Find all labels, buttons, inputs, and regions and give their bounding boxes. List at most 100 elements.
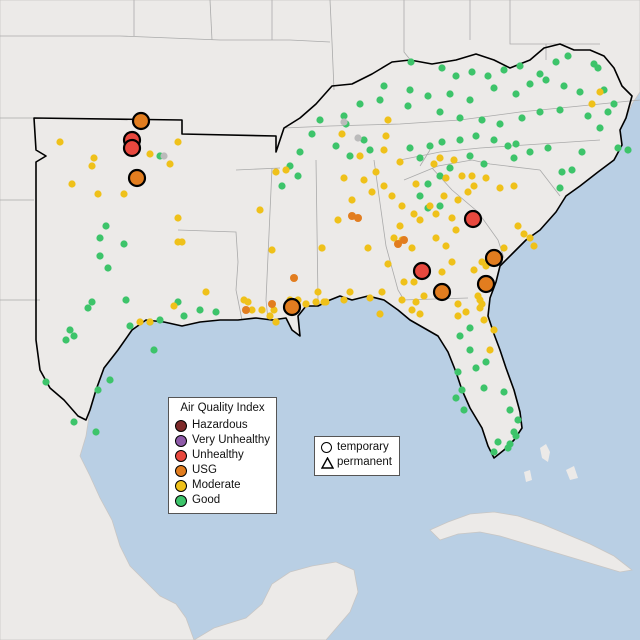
good-points [42,52,632,456]
good-monitor-point [120,240,128,248]
moderate-monitor-point [596,88,604,96]
good-monitor-point [360,136,368,144]
good-monitor-point [406,144,414,152]
moderate-monitor-point [366,294,374,302]
moderate-monitor-point [440,192,448,200]
moderate-monitor-point [400,278,408,286]
moderate-monitor-point [340,296,348,304]
good-monitor-point [472,132,480,140]
moderate-monitor-point [462,308,470,316]
good-monitor-point [316,116,324,124]
good-monitor-point [380,82,388,90]
good-monitor-point [96,252,104,260]
good-monitor-point [576,88,584,96]
temporary-monitor-point [432,282,452,302]
moderate-monitor-point [454,312,462,320]
no-data-monitor-point [160,152,168,160]
good-monitor-point [458,386,466,394]
good-monitor-point [424,92,432,100]
moderate-monitor-point [432,234,440,242]
good-monitor-point [104,264,112,272]
good-monitor-point [504,444,512,452]
temporary-monitor-point [131,111,151,131]
moderate-monitor-point [302,300,310,308]
moderate-monitor-point [340,174,348,182]
good-monitor-point [512,432,520,440]
good-monitor-point [490,448,498,456]
good-monitor-point [536,108,544,116]
good-monitor-point [332,142,340,150]
legend-item-hazardous: Hazardous [175,418,270,433]
good-monitor-point [494,438,502,446]
moderate-monitor-point [496,184,504,192]
good-swatch [175,494,187,507]
legend-item-label: temporary [337,441,389,453]
good-monitor-point [512,90,520,98]
triangle-icon [321,456,334,469]
good-monitor-point [480,160,488,168]
good-monitor-point [552,58,560,66]
good-monitor-point [366,146,374,154]
good-monitor-point [510,154,518,162]
moderate-monitor-point [364,244,372,252]
usg-monitor-point [268,300,276,308]
moderate-monitor-point [388,192,396,200]
legend-item-usg: USG [175,463,270,478]
usg-points [242,212,408,314]
moderate-monitor-point [514,222,522,230]
moderate-monitor-point [380,146,388,154]
good-monitor-point [436,172,444,180]
good-monitor-point [460,406,468,414]
legend-item-label: Hazardous [192,419,248,431]
good-monitor-point [556,184,564,192]
good-monitor-point [526,80,534,88]
moderate-monitor-point [448,214,456,222]
moderate-monitor-point [454,196,462,204]
usg-monitor-point [354,214,362,222]
no-data-points [160,118,362,160]
good-monitor-point [466,346,474,354]
aqi-legend: Air Quality Index Hazardous Very Unhealt… [168,397,277,514]
moderate-monitor-point [384,260,392,268]
moderate-monitor-point [450,156,458,164]
moderate-monitor-point [88,162,96,170]
moderate-monitor-point [368,188,376,196]
moderate-monitor-point [410,210,418,218]
moderate-monitor-point [170,302,178,310]
good-monitor-point [416,192,424,200]
good-monitor-point [446,90,454,98]
moderate-monitor-point [490,326,498,334]
good-monitor-point [568,166,576,174]
moderate-monitor-point [282,166,290,174]
moderate-monitor-point [146,150,154,158]
hazardous-swatch [175,419,187,432]
good-monitor-point [426,142,434,150]
good-monitor-point [518,114,526,122]
temporary-monitor-point [282,297,302,317]
no-data-monitor-point [354,134,362,142]
good-monitor-point [84,304,92,312]
bahamas-island [540,444,550,462]
good-monitor-point [212,308,220,316]
temporary-monitor-point [484,248,504,268]
temporary-monitor-point [122,138,142,158]
moderate-monitor-point [268,246,276,254]
good-monitor-point [92,428,100,436]
cuba [429,511,633,573]
moderate-monitor-point [178,238,186,246]
moderate-monitor-point [464,188,472,196]
moderate-monitor-point [346,288,354,296]
good-monitor-point [156,316,164,324]
legend-item-label: Good [192,494,221,506]
moderate-monitor-point [420,292,428,300]
legend-item-temporary: temporary [321,440,393,455]
good-monitor-point [436,202,444,210]
good-monitor-point [407,58,415,66]
good-monitor-point [452,394,460,402]
good-monitor-point [102,222,110,230]
good-monitor-point [356,100,364,108]
good-monitor-point [456,136,464,144]
usg-swatch [175,464,187,477]
very-unhealthy-swatch [175,434,187,447]
